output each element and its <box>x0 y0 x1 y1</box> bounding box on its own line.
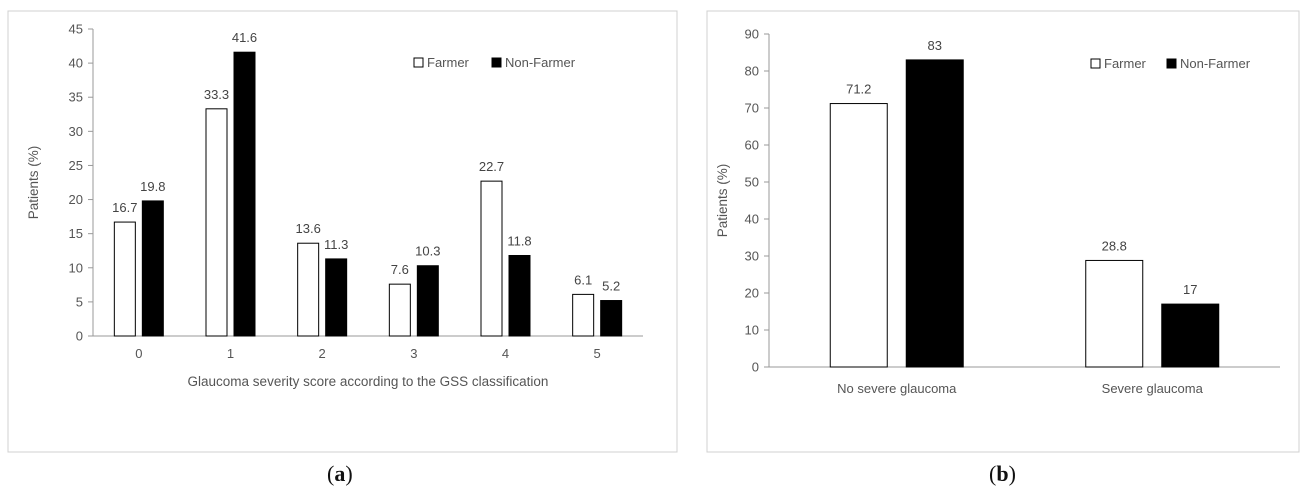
bar-farmer <box>297 242 320 337</box>
bar-non-farmer <box>600 300 623 337</box>
y-tick-label: 40 <box>69 56 83 71</box>
data-label: 19.8 <box>140 179 165 194</box>
legend-swatch <box>1090 58 1101 69</box>
y-tick-label: 30 <box>69 124 83 139</box>
data-label: 10.3 <box>415 244 440 259</box>
data-label: 71.2 <box>846 82 871 97</box>
chart-b: 0 10 20 30 40 50 60 70 80 90 71.2 83 No severe glauc… <box>715 27 1280 396</box>
y-tick-label: 20 <box>745 286 759 301</box>
legend-label: Non-Farmer <box>505 55 576 70</box>
bar-farmer <box>205 108 228 337</box>
data-label: 5.2 <box>602 279 620 294</box>
data-label: 41.6 <box>232 30 257 45</box>
data-label: 17 <box>1183 282 1197 297</box>
x-tick-label: 0 <box>135 346 142 361</box>
bar-farmer <box>1085 259 1144 368</box>
x-tick-label: Severe glaucoma <box>1102 381 1204 396</box>
data-label: 28.8 <box>1102 238 1127 253</box>
y-tick-label: 25 <box>69 158 83 173</box>
legend-label: Non-Farmer <box>1180 56 1251 71</box>
bar-non-farmer <box>233 51 256 337</box>
data-label: 22.7 <box>479 159 504 174</box>
bar-farmer <box>572 293 595 337</box>
y-tick-label: 45 <box>69 22 83 37</box>
y-tick-label: 50 <box>745 175 759 190</box>
data-label: 33.3 <box>204 87 229 102</box>
y-tick-label: 70 <box>745 101 759 116</box>
bar-non-farmer <box>416 265 439 337</box>
x-tick-label: No severe glaucoma <box>837 381 957 396</box>
chart-a: 05101520253035404516.719.8033.341.6113.6… <box>26 22 643 389</box>
data-label: 6.1 <box>574 272 592 287</box>
bar-farmer <box>388 283 411 337</box>
y-axis-label: Patients (%) <box>26 146 41 220</box>
panel-label-a: (a) <box>327 461 353 486</box>
data-label: 11.8 <box>507 233 531 248</box>
y-tick-label: 20 <box>69 192 83 207</box>
bar-farmer <box>480 180 503 337</box>
y-tick-label: 0 <box>76 329 83 344</box>
data-label: 16.7 <box>112 200 137 215</box>
x-tick-label: 3 <box>410 346 417 361</box>
x-tick-label: 1 <box>227 346 234 361</box>
x-axis-label: Glaucoma severity score according to the… <box>188 374 549 389</box>
data-label: 13.6 <box>296 221 321 236</box>
bar-farmer <box>829 103 888 368</box>
y-tick-label: 30 <box>745 249 759 264</box>
x-tick-label: 2 <box>319 346 326 361</box>
legend-swatch <box>413 57 424 68</box>
chart-b-frame <box>706 10 1300 453</box>
bar-non-farmer <box>325 258 348 337</box>
x-tick-label: 4 <box>502 346 509 361</box>
y-tick-label: 15 <box>69 226 83 241</box>
legend-label: Farmer <box>427 55 470 70</box>
y-tick-label: 90 <box>745 27 759 42</box>
y-tick-label: 0 <box>752 360 759 375</box>
x-tick-label: 5 <box>594 346 601 361</box>
y-tick-label: 10 <box>69 260 83 275</box>
y-tick-label: 60 <box>745 138 759 153</box>
y-axis-label: Patients (%) <box>715 164 730 238</box>
y-tick-label: 80 <box>745 64 759 79</box>
data-label: 83 <box>928 38 942 53</box>
bar-non-farmer <box>1161 303 1220 368</box>
y-tick-label: 35 <box>69 90 83 105</box>
bar-non-farmer <box>905 59 964 368</box>
data-label: 11.3 <box>324 237 348 252</box>
data-label: 7.6 <box>391 262 409 277</box>
y-tick-label: 10 <box>745 323 759 338</box>
bar-non-farmer <box>508 254 531 337</box>
panel-label-b: (b) <box>989 461 1016 486</box>
y-tick-label: 5 <box>76 294 83 309</box>
legend-label: Farmer <box>1104 56 1147 71</box>
y-tick-label: 40 <box>745 212 759 227</box>
legend-swatch <box>491 57 502 68</box>
legend-swatch <box>1166 58 1177 69</box>
bar-farmer <box>113 221 136 337</box>
bar-non-farmer <box>141 200 164 337</box>
